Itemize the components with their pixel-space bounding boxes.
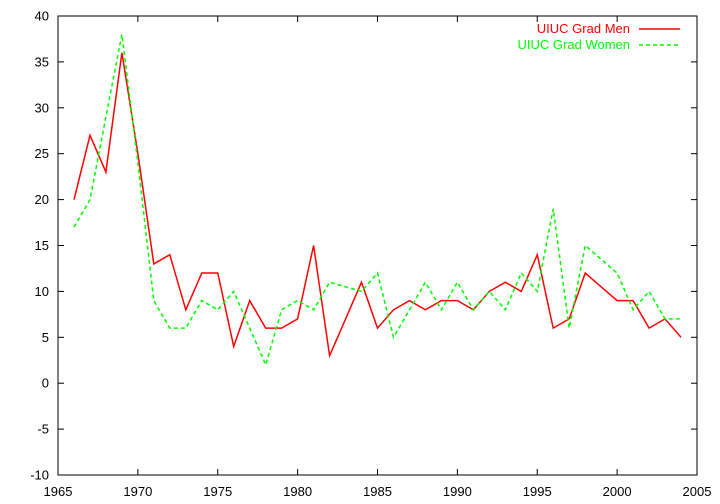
y-tick-label: 35 (35, 54, 49, 69)
x-tick-label: 1965 (44, 484, 73, 499)
y-tick-label: 25 (35, 146, 49, 161)
x-tick-label: 2000 (603, 484, 632, 499)
y-tick-label: 0 (42, 376, 49, 391)
legend: UIUC Grad Men UIUC Grad Women (518, 21, 680, 52)
legend-label-women: UIUC Grad Women (518, 37, 630, 52)
legend-label-men: UIUC Grad Men (537, 21, 630, 36)
axis-tick-labels: 1965 1970 1975 1980 1985 1990 1995 2000 2005-10-… (30, 9, 711, 500)
y-tick-label: 10 (35, 284, 49, 299)
y-tick-label: -5 (37, 422, 49, 437)
series-line-women (73, 34, 681, 368)
y-tick-label: 30 (35, 100, 49, 115)
y-tick-label: 5 (42, 330, 49, 345)
plot-frame (57, 15, 698, 476)
x-tick-label: 1970 (123, 484, 152, 499)
series-line-men (73, 52, 682, 359)
x-tick-label: 1980 (283, 484, 312, 499)
y-tick-label: 20 (35, 192, 49, 207)
axis-ticks (57, 15, 698, 476)
x-tick-label: 1975 (203, 484, 232, 499)
y-tick-label: -10 (30, 468, 49, 483)
y-tick-label: 40 (35, 9, 49, 24)
series-lines (73, 34, 682, 368)
x-tick-label: 1990 (443, 484, 472, 499)
x-tick-label: 2005 (683, 484, 712, 499)
x-tick-label: 1995 (523, 484, 552, 499)
x-tick-label: 1985 (363, 484, 392, 499)
y-tick-label: 15 (35, 238, 49, 253)
